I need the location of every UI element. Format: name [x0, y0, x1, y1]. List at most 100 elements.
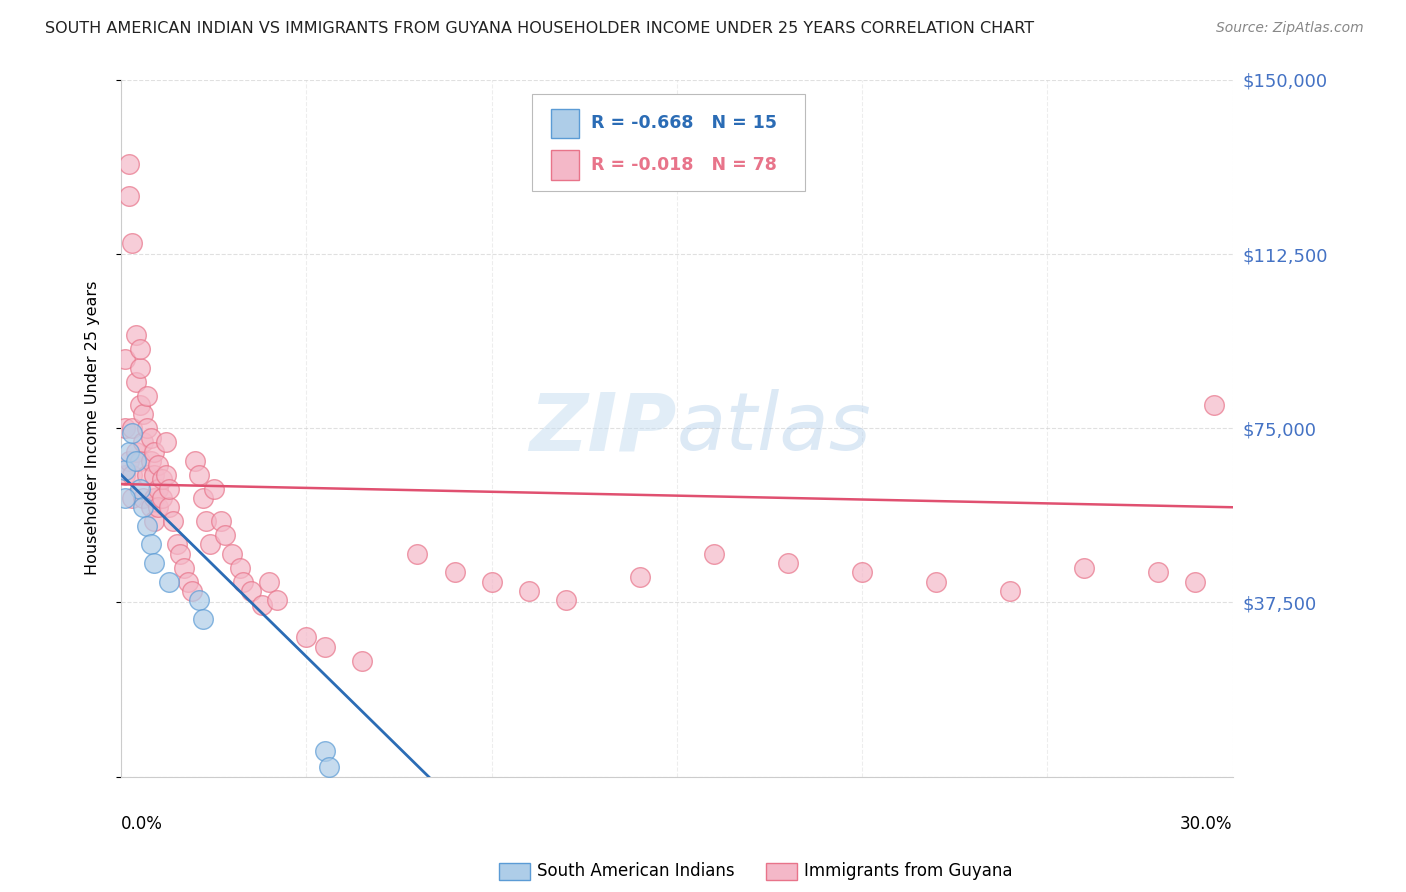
Text: SOUTH AMERICAN INDIAN VS IMMIGRANTS FROM GUYANA HOUSEHOLDER INCOME UNDER 25 YEAR: SOUTH AMERICAN INDIAN VS IMMIGRANTS FROM… [45, 21, 1035, 36]
Point [139, 500, 162, 515]
Point [128, 398, 150, 412]
Point [221, 547, 243, 561]
Point [143, 467, 166, 482]
Point [128, 454, 150, 468]
Point [266, 593, 288, 607]
Point [121, 425, 143, 440]
FancyBboxPatch shape [533, 94, 804, 192]
Point [173, 560, 195, 574]
Point [155, 467, 177, 482]
Point [132, 491, 155, 505]
Point [318, 760, 340, 774]
Point [121, 491, 143, 505]
Point [776, 556, 799, 570]
Point [259, 574, 281, 589]
Text: 0.0%: 0.0% [121, 815, 163, 833]
Point [136, 389, 159, 403]
Point [162, 514, 184, 528]
Point [132, 408, 155, 422]
Point [443, 566, 465, 580]
Point [125, 328, 148, 343]
Point [314, 640, 336, 654]
Point [187, 593, 209, 607]
Point [136, 467, 159, 482]
Point [143, 444, 166, 458]
Point [139, 454, 162, 468]
Point [554, 593, 576, 607]
Point [155, 435, 177, 450]
Point [136, 518, 159, 533]
Point [239, 583, 262, 598]
Text: Immigrants from Guyana: Immigrants from Guyana [804, 863, 1012, 880]
Text: 30.0%: 30.0% [1180, 815, 1233, 833]
Point [121, 421, 143, 435]
Point [195, 514, 218, 528]
Point [214, 528, 236, 542]
Point [1184, 574, 1206, 589]
Point [169, 547, 191, 561]
Point [166, 537, 188, 551]
Point [177, 574, 200, 589]
Point [228, 560, 250, 574]
Text: R = -0.018   N = 78: R = -0.018 N = 78 [592, 156, 778, 174]
Point [143, 491, 166, 505]
Point [198, 537, 221, 551]
Point [851, 566, 873, 580]
Point [125, 444, 148, 458]
Text: atlas: atlas [676, 389, 872, 467]
Point [406, 547, 429, 561]
Point [180, 583, 202, 598]
Point [121, 235, 143, 250]
Point [117, 189, 139, 203]
Point [132, 435, 155, 450]
Point [114, 351, 136, 366]
Point [148, 458, 170, 473]
Point [1147, 566, 1170, 580]
Point [1000, 583, 1022, 598]
Bar [551, 109, 579, 137]
Point [157, 574, 180, 589]
Point [117, 156, 139, 170]
Point [150, 472, 173, 486]
Point [117, 444, 139, 458]
Bar [551, 151, 579, 179]
Point [148, 500, 170, 515]
Point [481, 574, 503, 589]
Point [114, 491, 136, 505]
Point [1073, 560, 1095, 574]
Point [157, 482, 180, 496]
Text: Source: ZipAtlas.com: Source: ZipAtlas.com [1216, 21, 1364, 35]
Point [117, 454, 139, 468]
Point [250, 598, 273, 612]
Point [121, 467, 143, 482]
Point [114, 421, 136, 435]
Point [191, 612, 214, 626]
Point [128, 360, 150, 375]
Point [143, 556, 166, 570]
Point [184, 454, 207, 468]
Point [150, 491, 173, 505]
Point [136, 421, 159, 435]
Point [157, 500, 180, 515]
Point [628, 570, 651, 584]
Point [314, 744, 336, 758]
Point [125, 454, 148, 468]
Point [114, 463, 136, 477]
Point [925, 574, 948, 589]
Point [703, 547, 725, 561]
Text: R = -0.668   N = 15: R = -0.668 N = 15 [592, 114, 778, 132]
Point [191, 491, 214, 505]
Point [517, 583, 540, 598]
Point [350, 653, 373, 667]
Point [187, 467, 209, 482]
Point [209, 514, 232, 528]
Point [139, 537, 162, 551]
Point [139, 431, 162, 445]
Point [128, 482, 150, 496]
Point [143, 514, 166, 528]
Point [1202, 398, 1225, 412]
Point [295, 630, 318, 644]
Text: ZIP: ZIP [530, 389, 676, 467]
Point [232, 574, 254, 589]
Text: South American Indians: South American Indians [537, 863, 735, 880]
